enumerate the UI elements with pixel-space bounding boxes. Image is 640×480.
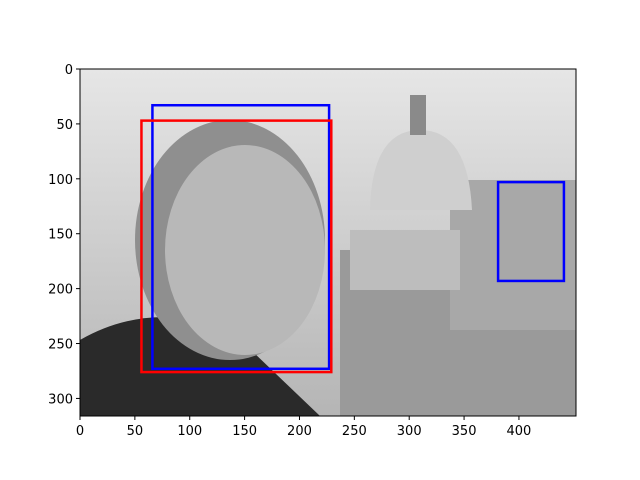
bounding-box [140,119,333,374]
y-tick-label: 50 [56,118,73,133]
x-tick-label: 200 [287,424,312,439]
x-tick-label: 150 [232,424,257,439]
x-tick-label: 50 [127,424,144,439]
bounding-box [151,103,331,371]
y-tick-label: 0 [65,63,73,78]
x-tick-label: 300 [397,424,422,439]
axes-frame [79,68,577,417]
x-tick-label: 0 [76,424,84,439]
y-tick-label: 150 [48,228,73,243]
y-tick-label: 200 [48,283,73,298]
x-tick-label: 100 [177,424,202,439]
y-tick-label: 250 [48,338,73,353]
x-tick-label: 400 [507,424,532,439]
bounding-box [496,180,566,283]
y-tick-label: 100 [48,173,73,188]
y-tick-label: 300 [48,392,73,407]
x-tick-label: 250 [342,424,367,439]
x-tick-label: 350 [452,424,477,439]
